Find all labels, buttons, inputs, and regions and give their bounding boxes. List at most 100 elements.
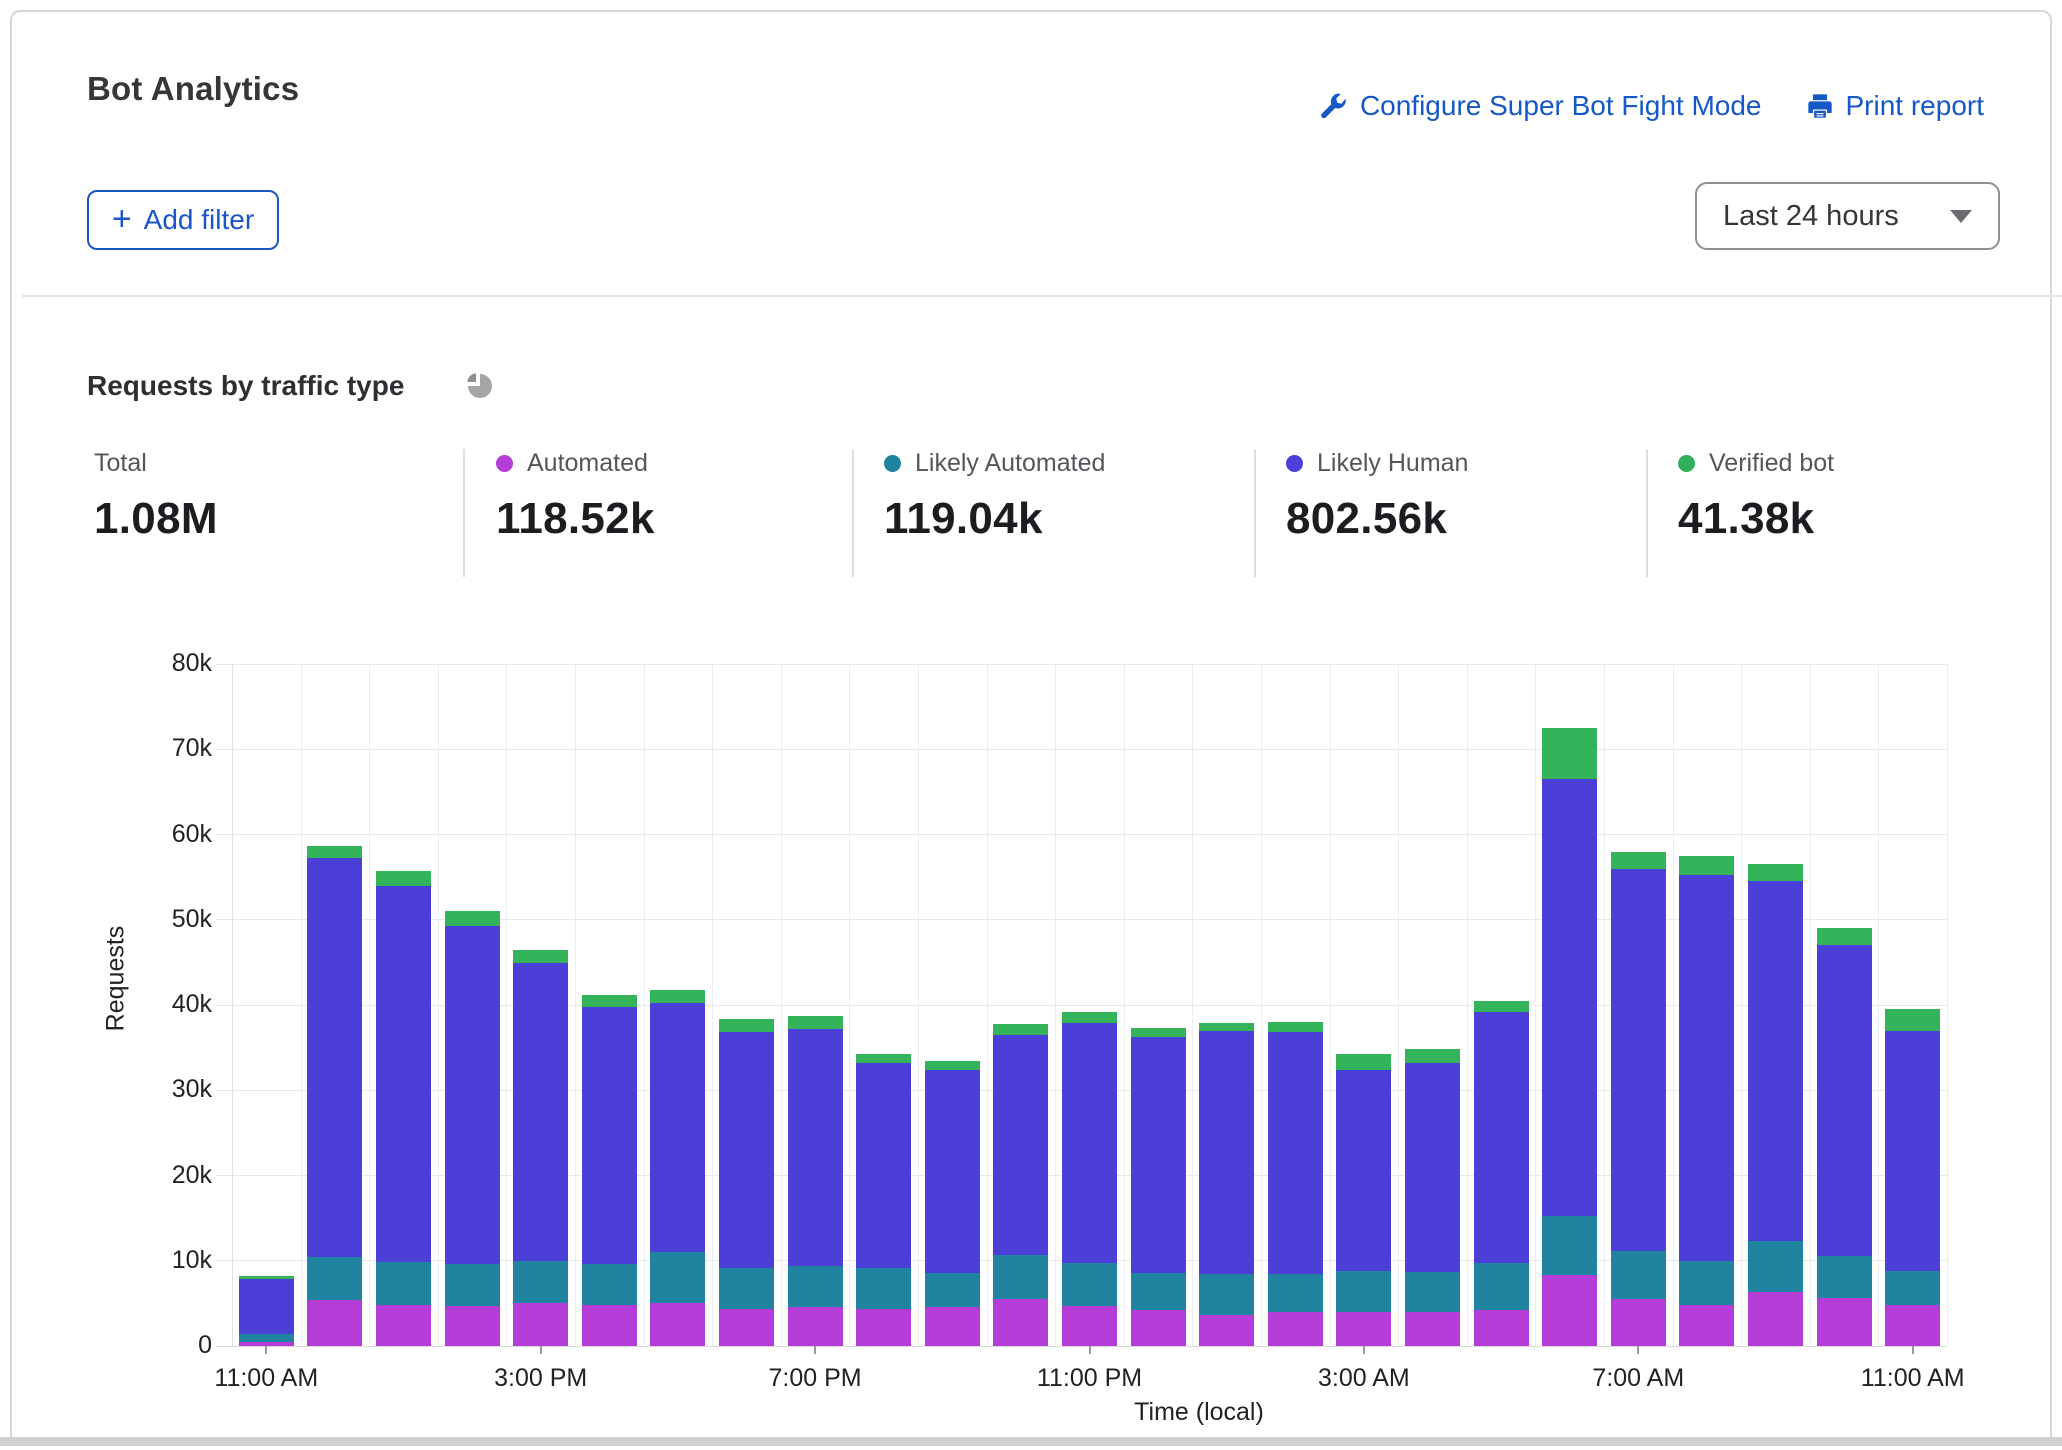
bar-segment-verified-bot[interactable] — [1405, 1049, 1460, 1063]
configure-super-bot-fight-mode-link[interactable]: Configure Super Bot Fight Mode — [1318, 90, 1762, 122]
bar-segment-likely-human[interactable] — [445, 926, 500, 1264]
bar-segment-automated[interactable] — [1817, 1298, 1872, 1346]
bar-segment-likely-automated[interactable] — [582, 1264, 637, 1305]
bar-segment-likely-automated[interactable] — [1131, 1273, 1186, 1311]
bar-segment-likely-human[interactable] — [1131, 1037, 1186, 1272]
bar-segment-likely-automated[interactable] — [788, 1266, 843, 1307]
bar-segment-automated[interactable] — [513, 1303, 568, 1346]
bar-segment-verified-bot[interactable] — [993, 1024, 1048, 1035]
bar-segment-automated[interactable] — [788, 1307, 843, 1346]
bar-segment-verified-bot[interactable] — [1199, 1023, 1254, 1032]
bar-segment-likely-automated[interactable] — [376, 1262, 431, 1305]
bar-segment-likely-automated[interactable] — [239, 1334, 294, 1342]
bar-segment-likely-human[interactable] — [1062, 1023, 1117, 1263]
bar-segment-verified-bot[interactable] — [1611, 852, 1666, 869]
bar-segment-verified-bot[interactable] — [582, 995, 637, 1007]
bar-segment-verified-bot[interactable] — [1474, 1001, 1529, 1012]
add-filter-button[interactable]: + Add filter — [87, 190, 279, 250]
bar-segment-likely-human[interactable] — [1474, 1012, 1529, 1263]
bar-segment-likely-human[interactable] — [1336, 1070, 1391, 1271]
bar-segment-likely-human[interactable] — [1268, 1032, 1323, 1273]
bar-segment-likely-automated[interactable] — [1885, 1271, 1940, 1305]
bar-segment-likely-automated[interactable] — [719, 1268, 774, 1309]
bar-segment-likely-automated[interactable] — [1542, 1216, 1597, 1276]
bar-segment-automated[interactable] — [376, 1305, 431, 1346]
bar-segment-likely-human[interactable] — [1542, 779, 1597, 1215]
bar-segment-likely-automated[interactable] — [1474, 1263, 1529, 1310]
bar-segment-likely-human[interactable] — [993, 1035, 1048, 1255]
bar-segment-likely-human[interactable] — [650, 1003, 705, 1252]
bar-segment-likely-human[interactable] — [719, 1032, 774, 1267]
bar-segment-likely-automated[interactable] — [1679, 1261, 1734, 1305]
bar-segment-automated[interactable] — [1885, 1305, 1940, 1346]
bar-segment-likely-automated[interactable] — [1199, 1274, 1254, 1316]
bar-segment-automated[interactable] — [1748, 1292, 1803, 1346]
bar-segment-likely-automated[interactable] — [1611, 1251, 1666, 1300]
bar-segment-verified-bot[interactable] — [307, 846, 362, 857]
bar-segment-likely-human[interactable] — [307, 858, 362, 1257]
bar-segment-automated[interactable] — [650, 1303, 705, 1346]
bar-segment-likely-automated[interactable] — [307, 1257, 362, 1300]
bar-segment-verified-bot[interactable] — [1748, 864, 1803, 881]
bar-segment-automated[interactable] — [307, 1300, 362, 1346]
bar-segment-likely-human[interactable] — [856, 1063, 911, 1268]
bar-segment-automated[interactable] — [856, 1309, 911, 1346]
bar-segment-likely-human[interactable] — [1405, 1063, 1460, 1272]
bar-segment-automated[interactable] — [1611, 1299, 1666, 1346]
bar-segment-automated[interactable] — [1199, 1315, 1254, 1346]
bar-segment-likely-human[interactable] — [1748, 881, 1803, 1241]
bar-segment-verified-bot[interactable] — [925, 1061, 980, 1070]
bar-segment-verified-bot[interactable] — [445, 911, 500, 925]
bar-segment-likely-human[interactable] — [1199, 1031, 1254, 1273]
bar-segment-likely-automated[interactable] — [1336, 1271, 1391, 1312]
bar-segment-verified-bot[interactable] — [1817, 928, 1872, 945]
bar-segment-automated[interactable] — [1679, 1305, 1734, 1346]
bar-segment-automated[interactable] — [1542, 1275, 1597, 1346]
bar-segment-verified-bot[interactable] — [376, 871, 431, 885]
bar-segment-verified-bot[interactable] — [650, 990, 705, 1004]
bar-segment-verified-bot[interactable] — [1542, 728, 1597, 779]
bar-segment-likely-automated[interactable] — [513, 1261, 568, 1304]
time-range-select[interactable]: Last 24 hours — [1695, 182, 2000, 250]
bar-segment-automated[interactable] — [925, 1307, 980, 1346]
bar-segment-likely-automated[interactable] — [1748, 1241, 1803, 1292]
bar-segment-likely-automated[interactable] — [445, 1264, 500, 1306]
bar-segment-likely-automated[interactable] — [856, 1268, 911, 1310]
bar-segment-automated[interactable] — [993, 1299, 1048, 1346]
bar-segment-likely-human[interactable] — [513, 963, 568, 1261]
bar-segment-likely-automated[interactable] — [993, 1255, 1048, 1299]
bar-segment-verified-bot[interactable] — [1679, 856, 1734, 875]
bar-segment-automated[interactable] — [719, 1309, 774, 1347]
bar-segment-automated[interactable] — [445, 1306, 500, 1346]
bar-segment-automated[interactable] — [1268, 1312, 1323, 1346]
bar-segment-verified-bot[interactable] — [513, 950, 568, 963]
bar-segment-likely-human[interactable] — [1885, 1031, 1940, 1271]
bar-segment-likely-human[interactable] — [788, 1029, 843, 1266]
bar-segment-likely-human[interactable] — [239, 1279, 294, 1334]
bar-segment-automated[interactable] — [1131, 1310, 1186, 1346]
bar-segment-automated[interactable] — [1062, 1306, 1117, 1346]
bar-segment-likely-automated[interactable] — [1405, 1272, 1460, 1312]
bar-segment-likely-human[interactable] — [1817, 945, 1872, 1255]
bar-segment-automated[interactable] — [1336, 1312, 1391, 1346]
bar-segment-automated[interactable] — [1405, 1312, 1460, 1346]
bar-segment-likely-human[interactable] — [582, 1007, 637, 1264]
bar-segment-likely-automated[interactable] — [1062, 1263, 1117, 1306]
bar-segment-verified-bot[interactable] — [1336, 1054, 1391, 1069]
bar-segment-likely-human[interactable] — [376, 886, 431, 1263]
bar-segment-likely-automated[interactable] — [925, 1273, 980, 1307]
bar-segment-verified-bot[interactable] — [239, 1276, 294, 1279]
bar-segment-likely-automated[interactable] — [650, 1252, 705, 1303]
print-report-link[interactable]: Print report — [1806, 90, 1985, 122]
bar-segment-verified-bot[interactable] — [1062, 1012, 1117, 1023]
bar-segment-likely-human[interactable] — [1611, 869, 1666, 1251]
bar-segment-likely-human[interactable] — [925, 1070, 980, 1273]
bar-segment-verified-bot[interactable] — [856, 1054, 911, 1063]
bar-segment-likely-automated[interactable] — [1268, 1274, 1323, 1312]
bar-segment-verified-bot[interactable] — [788, 1016, 843, 1029]
bar-segment-likely-human[interactable] — [1679, 875, 1734, 1261]
bar-segment-likely-automated[interactable] — [1817, 1256, 1872, 1299]
bar-segment-verified-bot[interactable] — [1268, 1022, 1323, 1032]
bar-segment-verified-bot[interactable] — [719, 1019, 774, 1033]
bar-segment-automated[interactable] — [582, 1305, 637, 1346]
